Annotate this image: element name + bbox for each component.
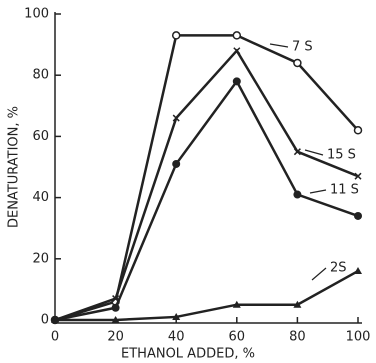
x-tick-label: 60	[229, 330, 246, 345]
y-tick-label: 40	[32, 190, 49, 205]
marker	[353, 126, 363, 135]
marker	[354, 211, 362, 220]
series-label: 15 S	[327, 148, 356, 163]
x-tick-label: 80	[289, 330, 306, 345]
marker	[293, 58, 302, 68]
y-tick-label: 80	[32, 68, 49, 83]
marker	[172, 114, 180, 122]
y-axis-label: DENATURATION, %	[7, 106, 22, 228]
marker	[232, 31, 242, 40]
marker	[172, 159, 181, 168]
leader-line	[311, 267, 327, 281]
y-tick-label: 20	[32, 251, 49, 266]
leader-line	[304, 149, 324, 156]
marker	[172, 312, 181, 320]
marker	[51, 316, 59, 323]
marker	[293, 148, 301, 156]
marker	[232, 77, 241, 86]
marker	[171, 31, 181, 40]
x-tick-label: 0	[51, 330, 59, 345]
leader-line	[309, 189, 327, 194]
series-line	[55, 269, 359, 322]
marker	[354, 267, 362, 275]
marker	[232, 300, 241, 308]
series-label: 11 S	[330, 183, 359, 198]
series-line	[54, 78, 359, 322]
y-tick-label: 60	[32, 129, 49, 144]
marker	[354, 172, 362, 180]
marker	[233, 47, 241, 55]
marker	[111, 316, 120, 323]
x-tick-label: 20	[107, 330, 124, 345]
x-tick-label: 100	[346, 330, 371, 345]
series-line	[54, 34, 359, 322]
series-label: 7 S	[292, 40, 313, 55]
leader-line	[269, 43, 289, 48]
marker	[293, 190, 302, 199]
x-tick-label: 40	[168, 330, 185, 345]
series-label: 2S	[330, 261, 347, 276]
y-tick-label: 100	[24, 7, 49, 22]
marker	[293, 300, 302, 308]
marker	[111, 303, 120, 312]
y-tick-label: 0	[41, 313, 49, 328]
x-axis-label: ETHANOL ADDED, %	[121, 347, 255, 362]
series-line	[54, 48, 359, 322]
